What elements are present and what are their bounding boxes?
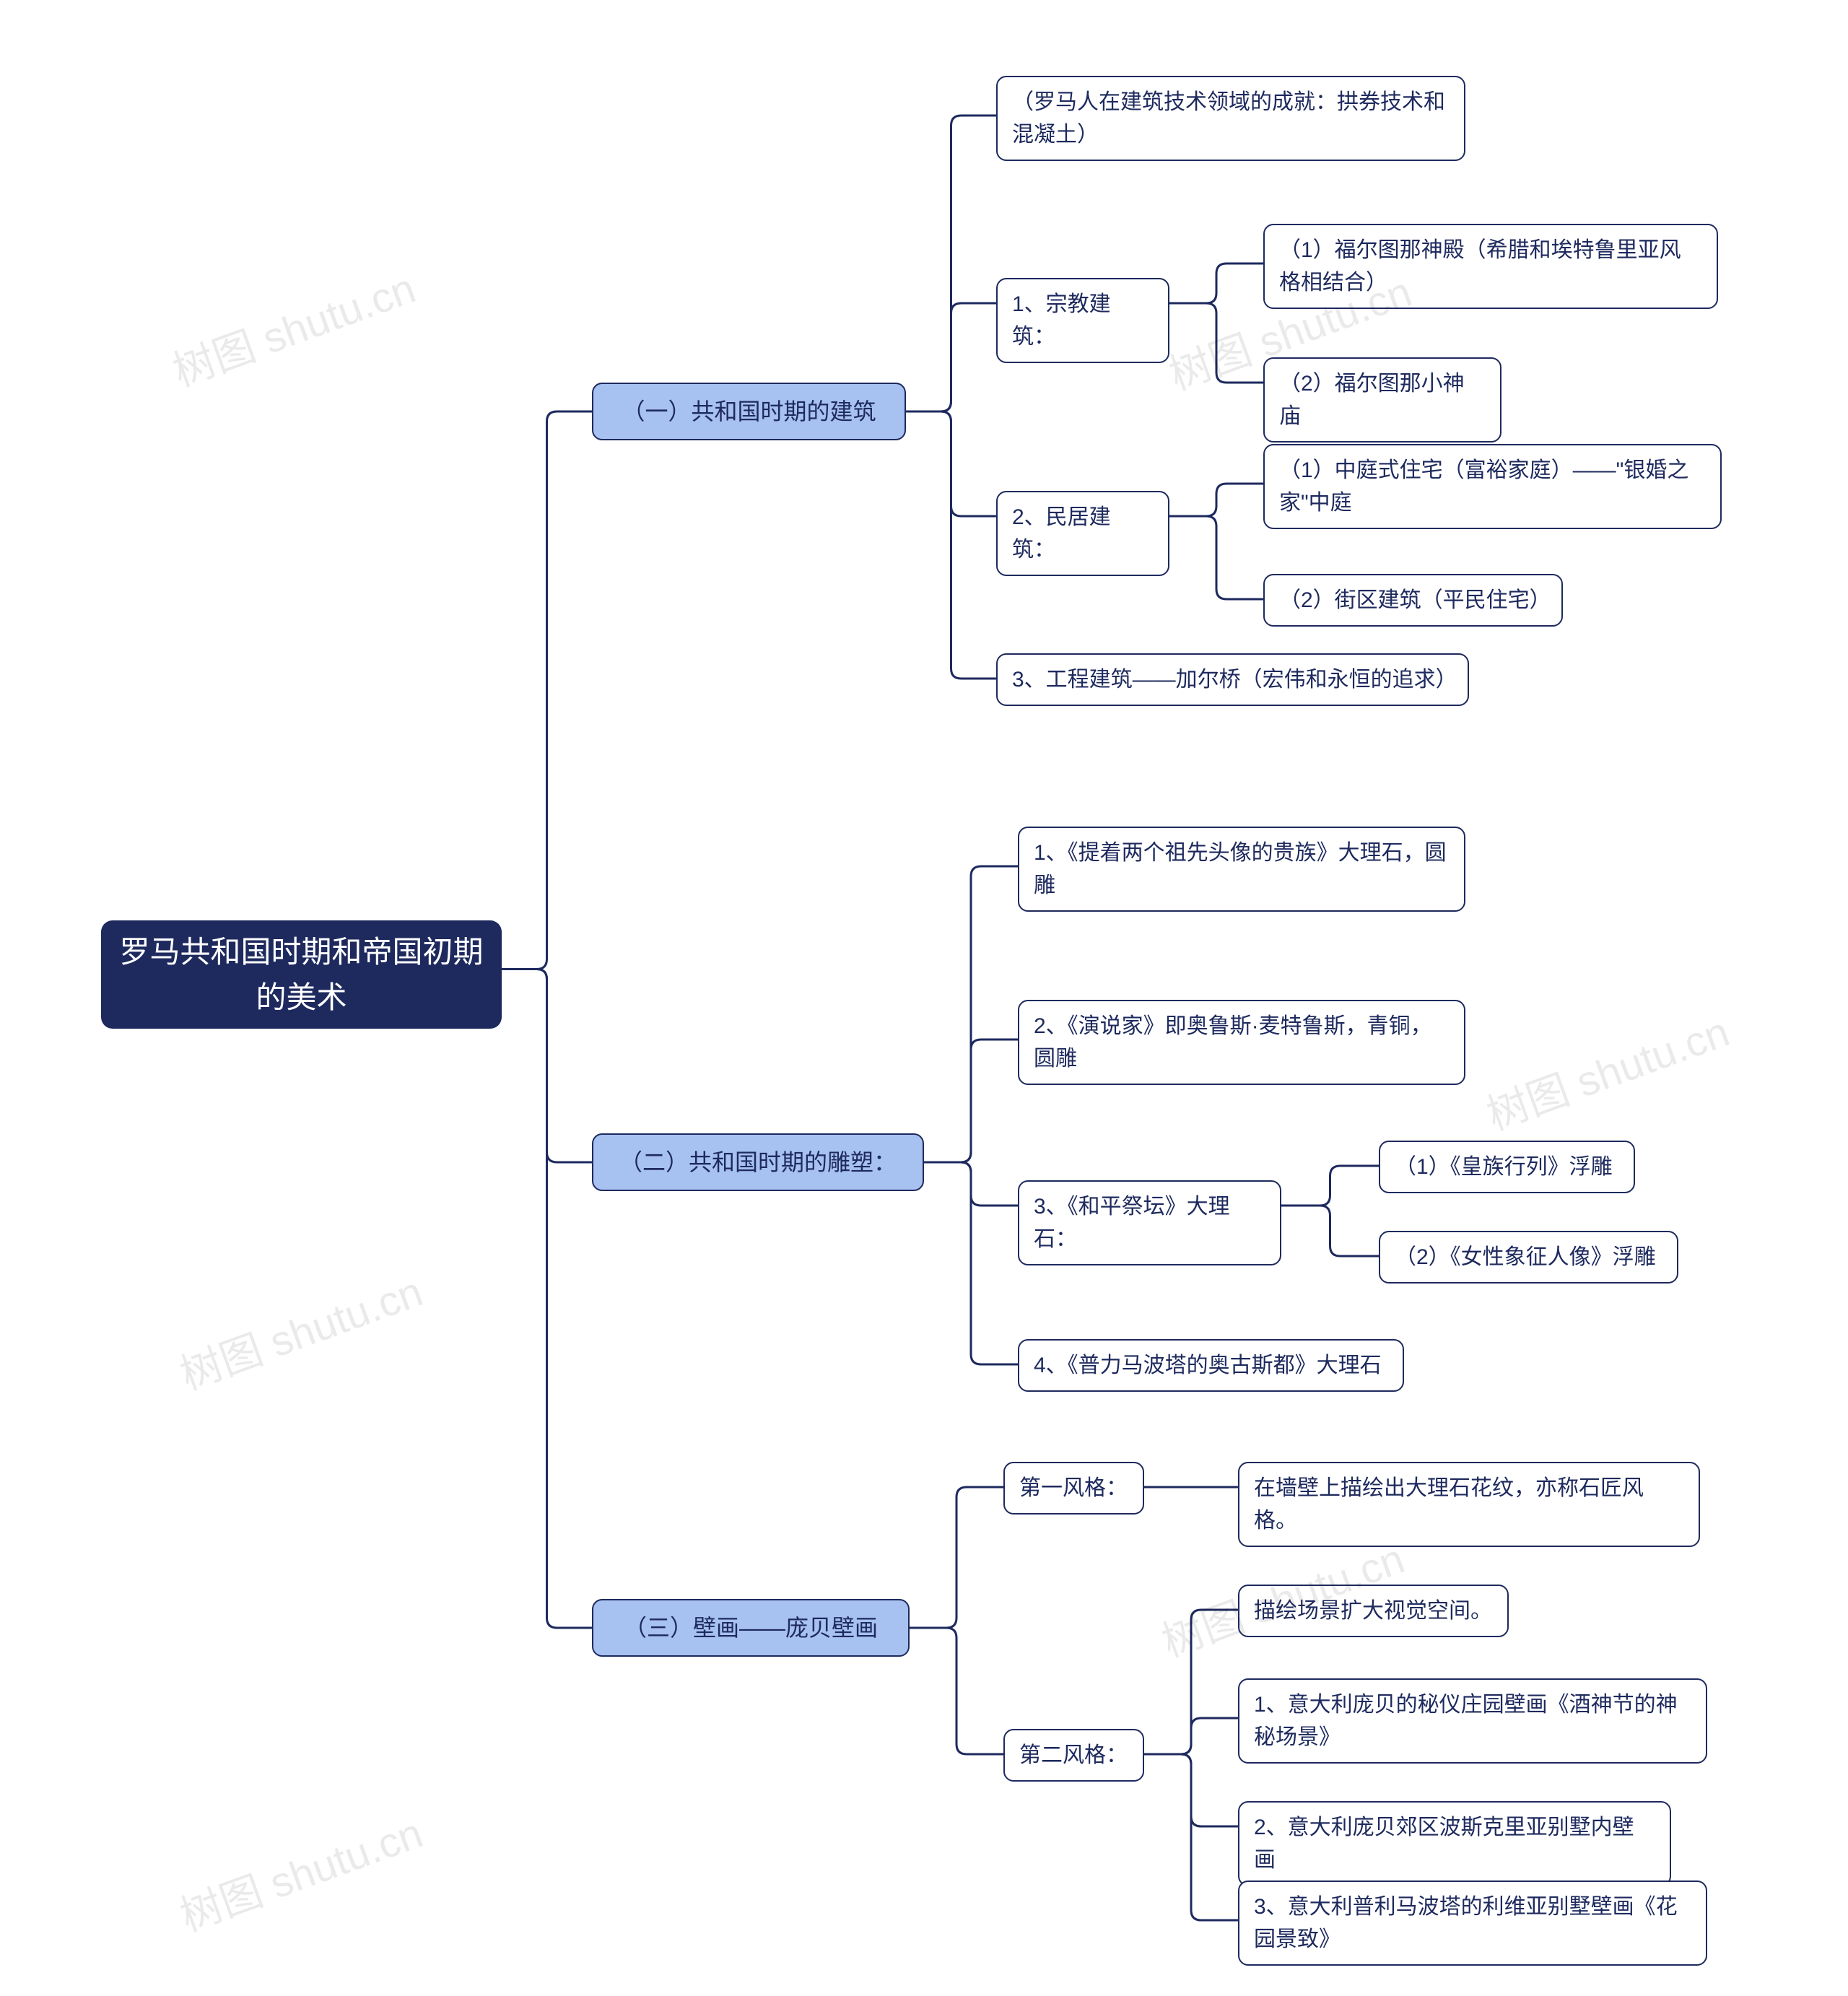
leaf-node[interactable]: （2）街区建筑（平民住宅） — [1263, 574, 1563, 627]
leaf-node[interactable]: 第二风格： — [1003, 1729, 1144, 1782]
leaf-label: 3、意大利普利马波塔的利维亚别墅壁画《花园景致》 — [1254, 1891, 1691, 1956]
leaf-label: （2）街区建筑（平民住宅） — [1279, 584, 1547, 616]
leaf-node[interactable]: （1）《皇族行列》浮雕 — [1379, 1141, 1635, 1193]
mindmap-canvas: 罗马共和国时期和帝国初期的美术 （一）共和国时期的建筑 （二）共和国时期的雕塑：… — [0, 0, 1848, 1996]
leaf-label: 3、《和平祭坛》大理石： — [1034, 1190, 1265, 1255]
branch-murals[interactable]: （三）壁画——庞贝壁画 — [592, 1599, 910, 1657]
leaf-node[interactable]: 3、意大利普利马波塔的利维亚别墅壁画《花园景致》 — [1238, 1880, 1707, 1966]
leaf-node[interactable]: （罗马人在建筑技术领域的成就：拱券技术和混凝土） — [996, 76, 1465, 161]
branch-sculpture[interactable]: （二）共和国时期的雕塑： — [592, 1133, 924, 1191]
watermark: 树图 shutu.cn — [1477, 998, 1736, 1141]
leaf-label: 3、工程建筑——加尔桥（宏伟和永恒的追求） — [1012, 663, 1453, 696]
leaf-node[interactable]: （1）福尔图那神殿（希腊和埃特鲁里亚风格相结合） — [1263, 224, 1718, 309]
leaf-node[interactable]: 第一风格： — [1003, 1462, 1144, 1515]
root-label: 罗马共和国时期和帝国初期的美术 — [116, 929, 487, 1020]
watermark: 树图 shutu.cn — [163, 254, 422, 398]
leaf-node[interactable]: 描绘场景扩大视觉空间。 — [1238, 1585, 1509, 1637]
leaf-label: 描绘场景扩大视觉空间。 — [1254, 1595, 1492, 1627]
leaf-label: （2）福尔图那小神庙 — [1279, 367, 1486, 432]
leaf-label: 2、《演说家》即奥鲁斯·麦特鲁斯，青铜，圆雕 — [1034, 1010, 1450, 1075]
leaf-label: （2）《女性象征人像》浮雕 — [1395, 1241, 1656, 1273]
leaf-label: 4、《普力马波塔的奥古斯都》大理石 — [1034, 1349, 1382, 1382]
leaf-node[interactable]: （2）《女性象征人像》浮雕 — [1379, 1231, 1678, 1284]
leaf-label: （1）中庭式住宅（富裕家庭）——"银婚之家"中庭 — [1279, 454, 1706, 519]
leaf-node[interactable]: （2）福尔图那小神庙 — [1263, 357, 1502, 443]
leaf-node[interactable]: 1、意大利庞贝的秘仪庄园壁画《酒神节的神秘场景》 — [1238, 1678, 1707, 1764]
leaf-label: 1、宗教建筑： — [1012, 288, 1154, 353]
leaf-node[interactable]: 2、民居建筑： — [996, 491, 1169, 576]
leaf-node[interactable]: 在墙壁上描绘出大理石花纹，亦称石匠风格。 — [1238, 1462, 1700, 1547]
branch-label: （三）壁画——庞贝壁画 — [624, 1611, 878, 1645]
leaf-label: 第一风格： — [1019, 1472, 1128, 1504]
leaf-label: （1）《皇族行列》浮雕 — [1395, 1151, 1613, 1183]
branch-label: （二）共和国时期的雕塑： — [619, 1145, 897, 1180]
leaf-label: 2、民居建筑： — [1012, 501, 1154, 566]
leaf-node[interactable]: 4、《普力马波塔的奥古斯都》大理石 — [1018, 1339, 1404, 1392]
leaf-label: 1、意大利庞贝的秘仪庄园壁画《酒神节的神秘场景》 — [1254, 1688, 1691, 1753]
leaf-label: 2、意大利庞贝郊区波斯克里亚别墅内壁画 — [1254, 1811, 1655, 1876]
leaf-node[interactable]: 2、意大利庞贝郊区波斯克里亚别墅内壁画 — [1238, 1801, 1671, 1886]
leaf-label: 1、《提着两个祖先头像的贵族》大理石，圆雕 — [1034, 837, 1450, 902]
leaf-node[interactable]: 3、《和平祭坛》大理石： — [1018, 1180, 1281, 1265]
leaf-node[interactable]: 3、工程建筑——加尔桥（宏伟和永恒的追求） — [996, 653, 1469, 706]
root-node[interactable]: 罗马共和国时期和帝国初期的美术 — [101, 920, 502, 1029]
watermark: 树图 shutu.cn — [170, 1258, 430, 1401]
leaf-node[interactable]: 1、《提着两个祖先头像的贵族》大理石，圆雕 — [1018, 827, 1465, 912]
leaf-node[interactable]: 1、宗教建筑： — [996, 278, 1169, 363]
branch-architecture[interactable]: （一）共和国时期的建筑 — [592, 383, 906, 440]
leaf-label: 第二风格： — [1019, 1739, 1128, 1771]
leaf-node[interactable]: 2、《演说家》即奥鲁斯·麦特鲁斯，青铜，圆雕 — [1018, 1000, 1465, 1085]
branch-label: （一）共和国时期的建筑 — [622, 394, 876, 429]
leaf-node[interactable]: （1）中庭式住宅（富裕家庭）——"银婚之家"中庭 — [1263, 444, 1722, 529]
watermark: 树图 shutu.cn — [170, 1799, 430, 1943]
leaf-label: （罗马人在建筑技术领域的成就：拱券技术和混凝土） — [1012, 86, 1450, 151]
leaf-label: （1）福尔图那神殿（希腊和埃特鲁里亚风格相结合） — [1279, 234, 1702, 299]
leaf-label: 在墙壁上描绘出大理石花纹，亦称石匠风格。 — [1254, 1472, 1684, 1537]
